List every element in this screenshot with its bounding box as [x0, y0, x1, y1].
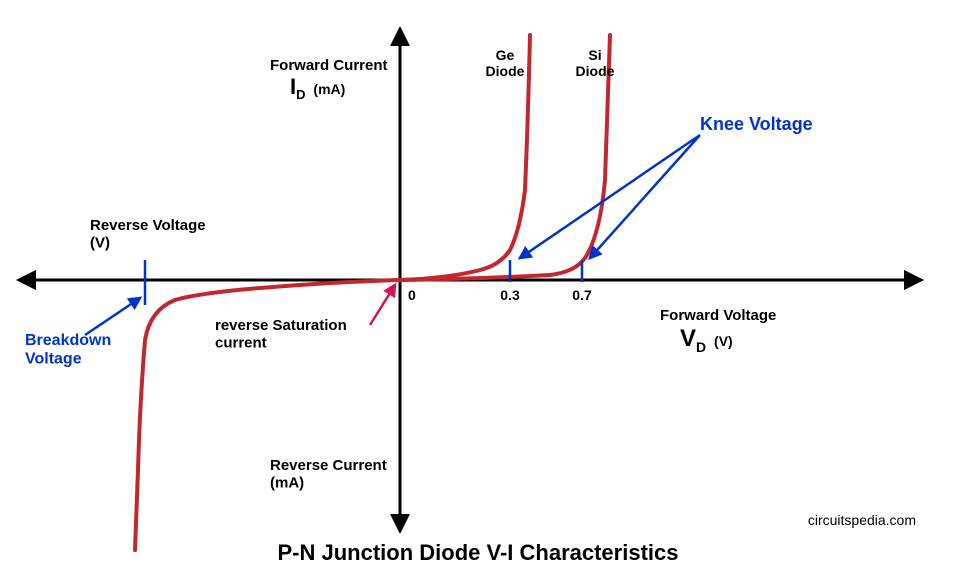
svg-text:reverse Saturationcurrent: reverse Saturationcurrent [215, 317, 347, 351]
vi-characteristics-chart: 00.30.7GeDiodeSiDiodeForward CurrentID (… [0, 0, 956, 578]
svg-text:Reverse Voltage(V): Reverse Voltage(V) [90, 217, 206, 251]
chart-title: P-N Junction Diode V-I Characteristics [0, 540, 956, 566]
credit-text: circuitspedia.com [808, 512, 916, 528]
svg-text:Knee Voltage: Knee Voltage [700, 114, 813, 134]
svg-text:0: 0 [408, 287, 416, 303]
svg-text:Forward Voltage: Forward Voltage [660, 307, 776, 324]
svg-text:ID (mA): ID (mA) [290, 74, 345, 102]
svg-text:VD (V): VD (V) [680, 325, 733, 355]
svg-text:0.3: 0.3 [500, 287, 520, 303]
svg-text:GeDiode: GeDiode [486, 47, 525, 79]
svg-text:Forward Current: Forward Current [270, 57, 388, 74]
svg-text:BreakdownVoltage: BreakdownVoltage [25, 332, 111, 367]
svg-text:Reverse Current(mA): Reverse Current(mA) [270, 457, 387, 491]
svg-text:0.7: 0.7 [572, 287, 592, 303]
